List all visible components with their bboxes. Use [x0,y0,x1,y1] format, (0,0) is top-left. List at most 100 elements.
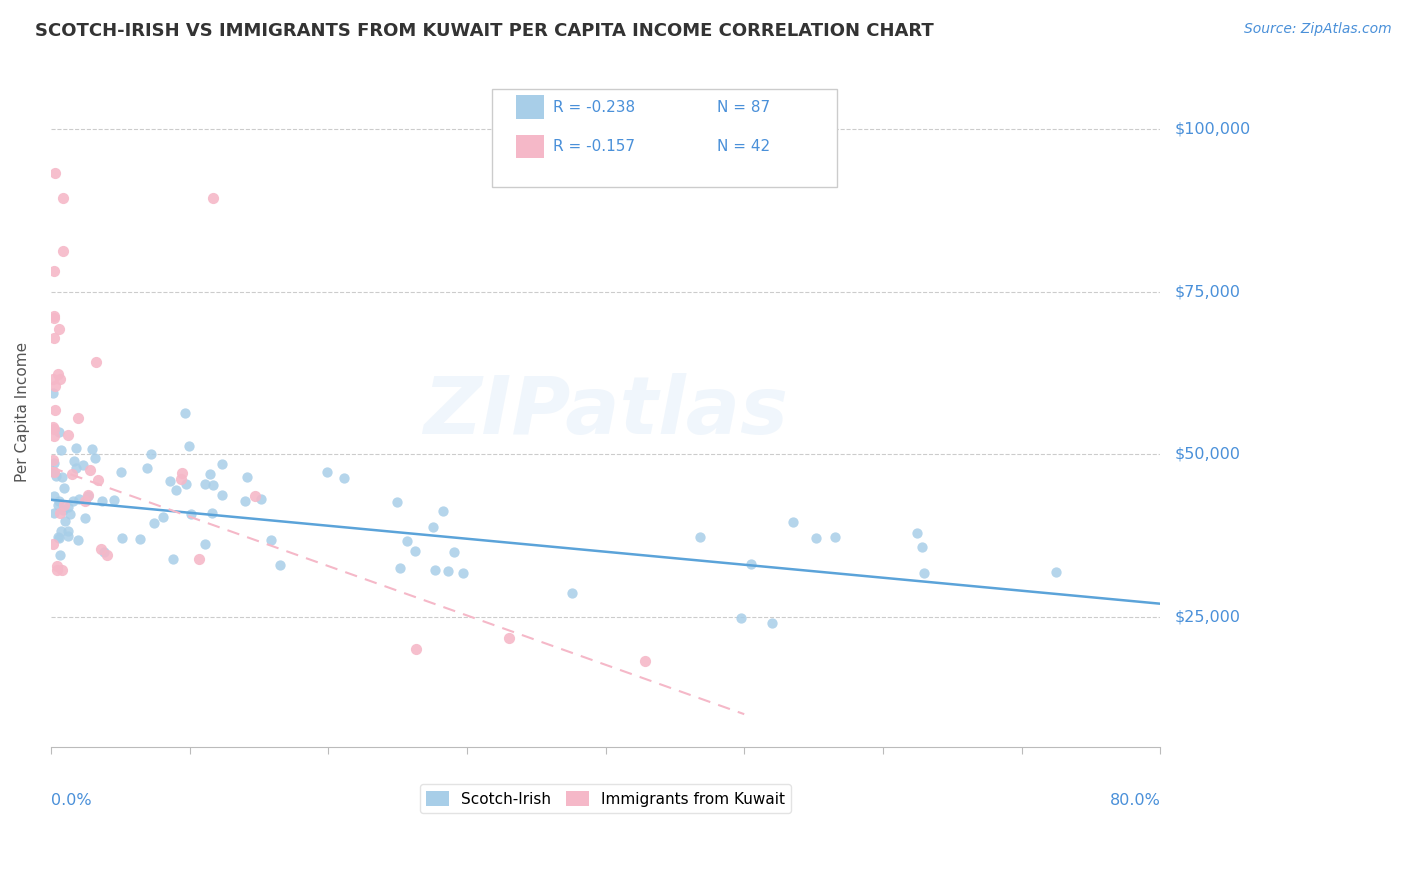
Point [177,439,200,453]
Point [202,191,225,205]
Point [56,524,79,538]
Point [110,465,132,479]
Point [159,474,181,488]
Point [42,507,65,521]
Point [389,561,412,575]
Text: R = -0.157: R = -0.157 [553,139,634,153]
Point [405,642,427,657]
Point [42,465,65,479]
Text: N = 87: N = 87 [717,100,770,114]
Point [52,190,75,204]
Point [48,322,70,336]
Point [905,526,928,541]
Point [60,467,83,482]
Point [51,469,73,483]
Text: $50,000: $50,000 [1174,447,1240,462]
Point [201,506,224,520]
Point [634,654,657,668]
Point [211,457,233,471]
Point [93,545,115,559]
Point [49,372,72,386]
Point [740,557,762,571]
Point [65,460,87,475]
Point [42,420,65,434]
Point [395,534,418,549]
Point [46,559,69,574]
Point [41,464,63,478]
Point [46,367,69,381]
Point [77,488,100,502]
Point [53,514,76,528]
Point [46,498,69,512]
Point [42,330,65,344]
Point [49,443,72,458]
Point [49,549,72,563]
Point [48,493,70,508]
Point [689,529,711,543]
Point [91,494,114,508]
Point [73,511,96,525]
Point [56,427,79,442]
Point [233,494,256,508]
Point [187,552,209,566]
Legend: Scotch-Irish, Immigrants from Kuwait: Scotch-Irish, Immigrants from Kuwait [419,784,792,813]
Point [56,500,79,514]
Point [66,411,89,425]
Point [41,372,63,386]
Point [87,473,110,487]
Point [48,425,70,439]
Point [824,530,846,544]
Point [174,476,197,491]
Text: 0.0%: 0.0% [51,794,91,808]
Point [75,493,97,508]
Point [62,454,84,468]
Point [76,489,98,503]
Point [44,422,66,436]
Point [44,466,66,480]
Point [236,470,259,484]
Point [72,458,94,472]
Point [45,563,67,577]
Point [560,586,582,600]
Point [761,616,783,631]
Point [139,447,162,461]
Point [1045,566,1067,580]
Point [194,537,217,551]
Point [44,403,66,417]
Point [44,379,66,393]
Point [84,450,107,465]
Point [136,461,159,475]
Point [170,472,193,486]
Point [498,631,520,645]
Point [443,545,465,559]
Text: SCOTCH-IRISH VS IMMIGRANTS FROM KUWAIT PER CAPITA INCOME CORRELATION CHART: SCOTCH-IRISH VS IMMIGRANTS FROM KUWAIT P… [35,22,934,40]
Point [422,519,444,533]
Point [90,542,112,557]
Text: $25,000: $25,000 [1174,609,1240,624]
Point [42,310,65,324]
Point [250,491,273,506]
Point [451,566,474,580]
Point [423,562,446,576]
Point [437,564,460,578]
Point [42,490,65,504]
Point [84,355,107,369]
Point [53,481,76,495]
Point [202,477,225,491]
Point [316,466,339,480]
Point [42,310,65,325]
Point [143,516,166,531]
Point [387,495,409,509]
Point [67,533,90,547]
Point [46,529,69,543]
Point [52,503,75,517]
Point [96,548,118,562]
Point [45,468,67,483]
Point [162,551,184,566]
Point [48,531,70,545]
Text: 80.0%: 80.0% [1109,794,1160,808]
Point [44,166,66,180]
Point [806,532,828,546]
Text: ZIPatlas: ZIPatlas [423,373,787,451]
Text: $75,000: $75,000 [1174,285,1240,300]
